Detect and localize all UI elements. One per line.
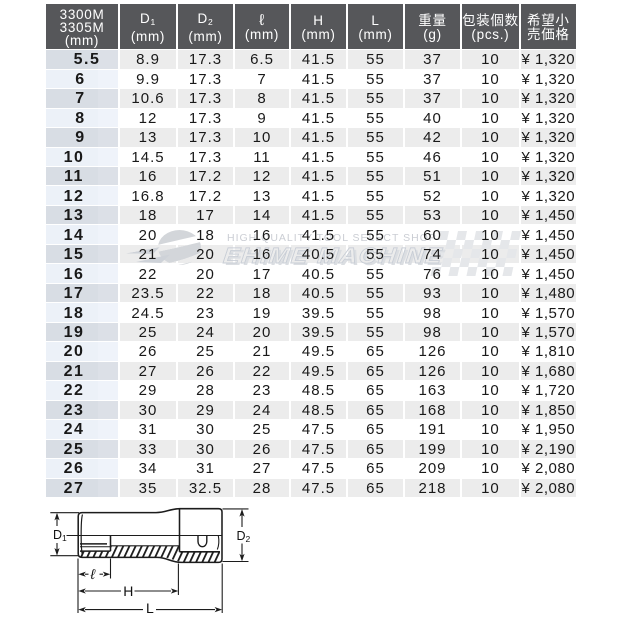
svg-text:L: L — [146, 600, 154, 616]
svg-text:H: H — [123, 583, 133, 599]
svg-text:D2: D2 — [237, 529, 251, 544]
svg-text:ℓ: ℓ — [90, 566, 96, 582]
svg-text:D1: D1 — [53, 528, 67, 543]
